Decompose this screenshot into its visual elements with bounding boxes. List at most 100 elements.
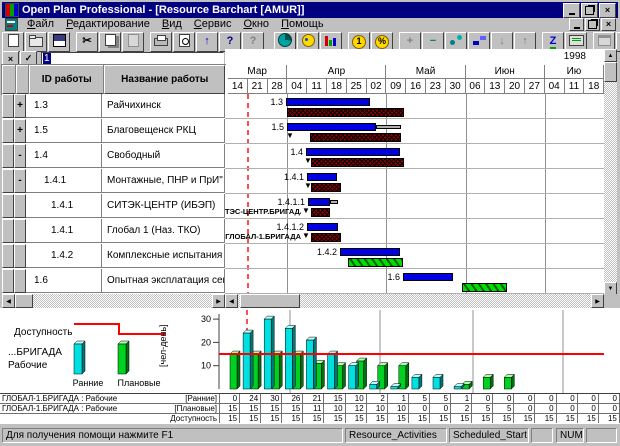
edit-cancel-button[interactable]: × (2, 51, 19, 66)
gantt-bar-baseline[interactable] (311, 233, 341, 242)
row-selector-cell[interactable] (2, 169, 14, 193)
resource-value-cell[interactable]: 0 (599, 404, 620, 413)
resource-value-cell[interactable]: 11 (303, 404, 325, 413)
copy-button[interactable] (99, 31, 121, 52)
new-document-button[interactable] (2, 31, 24, 52)
gantt-bar-early[interactable] (306, 148, 400, 156)
gantt-bar-early[interactable] (307, 223, 338, 231)
expand-toggle[interactable]: + (14, 94, 26, 118)
activity-name-cell[interactable]: Глобал 1 (Наз. ТКО) (102, 219, 225, 243)
resource-value-cell[interactable]: 21 (303, 394, 325, 403)
resource-value-cell[interactable]: 5 (493, 404, 515, 413)
row-selector-cell[interactable] (2, 94, 14, 118)
gantt-bar-baseline[interactable] (348, 258, 403, 267)
resource-value-cell[interactable]: 0 (578, 404, 599, 413)
percent-coin-button[interactable]: % (371, 31, 393, 52)
save-button[interactable] (48, 31, 70, 52)
activity-name-cell[interactable]: Комплексные испытания АО (102, 244, 225, 268)
resource-value-cell[interactable]: 15 (409, 414, 430, 423)
resource-value-cell[interactable]: 15 (261, 404, 283, 413)
resource-value-cell[interactable]: 0 (557, 394, 578, 403)
resource-value-cell[interactable]: 15 (388, 414, 409, 423)
link-activities-button[interactable] (445, 31, 467, 52)
resource-value-cell[interactable]: 15 (346, 414, 367, 423)
row-selector-cell[interactable] (2, 144, 14, 168)
child-restore-button[interactable] (585, 17, 600, 31)
resource-value-cell[interactable]: 0 (599, 394, 620, 403)
name-column-header[interactable]: Название работы (104, 65, 225, 94)
restore-button[interactable] (581, 2, 598, 18)
activity-row[interactable]: +1.5 Благовещенск РКЦ (2, 119, 225, 144)
app-icon[interactable] (5, 3, 19, 17)
activity-row[interactable]: 1.4.1 Глобал 1 (Наз. ТКО) (2, 219, 225, 244)
edit-input[interactable]: 1 (41, 52, 224, 65)
activity-row[interactable]: -1.4 Свободный (2, 144, 225, 169)
resource-value-cell[interactable]: 15 (282, 404, 304, 413)
child-minimize-button[interactable] (569, 17, 584, 31)
tile-window-button[interactable] (593, 31, 615, 52)
gantt-bar-early[interactable] (287, 123, 376, 131)
row-selector-cell[interactable] (2, 244, 14, 268)
gantt-bar-baseline[interactable] (311, 183, 341, 192)
expand-toggle[interactable] (14, 194, 26, 218)
chart-scroll-thumb[interactable] (240, 294, 300, 308)
activity-id-cell[interactable]: 1.4.2 (26, 244, 102, 268)
expand-toggle[interactable]: + (14, 119, 26, 143)
row-selector-cell[interactable] (2, 119, 14, 143)
activity-id-cell[interactable]: 1.4.1 (26, 219, 102, 243)
close-button[interactable]: × (599, 2, 616, 18)
resource-value-cell[interactable]: 15 (514, 414, 536, 423)
resource-value-cell[interactable]: 0 (514, 394, 536, 403)
gantt-bar-baseline[interactable] (462, 283, 507, 292)
menu-вид[interactable]: Вид (161, 18, 182, 30)
resource-value-cell[interactable]: 15 (472, 414, 494, 423)
resource-value-cell[interactable]: 5 (409, 394, 430, 403)
resource-value-cell[interactable]: 15 (493, 414, 515, 423)
child-window-icon[interactable] (5, 17, 18, 31)
resource-value-cell[interactable]: 26 (282, 394, 304, 403)
resource-value-cell[interactable]: 24 (240, 394, 262, 403)
activity-row[interactable]: -1.4.1 Монтажные, ПНР и ПрИ" (2, 169, 225, 194)
resource-value-cell[interactable]: 10 (367, 404, 388, 413)
resource-value-cell[interactable]: 30 (261, 394, 283, 403)
gantt-bar-baseline[interactable] (287, 108, 404, 117)
activity-name-cell[interactable]: СИТЭК-ЦЕНТР (ИБЭП) (102, 194, 225, 218)
resource-value-cell[interactable]: 15 (367, 414, 388, 423)
activity-name-cell[interactable]: Монтажные, ПНР и ПрИ" (102, 169, 225, 193)
table-scroll-left-button[interactable]: ◀ (2, 294, 15, 308)
menu-помощь[interactable]: Помощь (281, 18, 324, 30)
row-selector-cell[interactable] (2, 219, 14, 243)
resource-value-cell[interactable]: 15 (219, 414, 241, 423)
table-horizontal-scrollbar[interactable]: ◀ ▶ (2, 294, 225, 308)
activity-id-cell[interactable]: 1.3 (26, 94, 102, 118)
activity-name-cell[interactable]: Райчихинск (102, 94, 225, 118)
resource-value-cell[interactable]: 15 (240, 404, 262, 413)
resource-value-cell[interactable]: 15 (282, 414, 304, 423)
time-analysis-clock-button[interactable] (274, 31, 296, 52)
expand-toggle[interactable] (14, 219, 26, 243)
cascade-window-button[interactable] (616, 31, 620, 52)
resource-value-cell[interactable]: 15 (557, 414, 578, 423)
gantt-bar-early[interactable] (286, 98, 370, 106)
vertical-scroll-thumb[interactable] (604, 62, 617, 82)
activity-id-cell[interactable]: 1.4.1 (26, 169, 102, 193)
resource-value-cell[interactable]: 5 (430, 394, 452, 403)
resource-value-cell[interactable]: 2 (451, 404, 473, 413)
gantt-bar-baseline[interactable] (311, 208, 330, 217)
resource-value-cell[interactable]: 15 (325, 394, 346, 403)
gantt-bar-early[interactable] (403, 273, 453, 281)
gantt-bar-baseline[interactable] (310, 133, 401, 142)
activity-name-cell[interactable]: Опытная эксплатация сегмента (102, 269, 225, 293)
resource-value-cell[interactable]: 15 (451, 414, 473, 423)
resource-value-cell[interactable]: 0 (493, 394, 515, 403)
resource-value-cell[interactable]: 15 (219, 404, 241, 413)
activity-id-cell[interactable]: 1.6 (26, 269, 102, 293)
resource-value-cell[interactable]: 15 (536, 414, 557, 423)
resource-value-cell[interactable]: 0 (557, 404, 578, 413)
scroll-up-button[interactable]: ▲ (604, 49, 617, 62)
resource-value-cell[interactable]: 1 (451, 394, 473, 403)
minimize-button[interactable] (563, 2, 580, 18)
expand-toggle[interactable]: - (14, 144, 26, 168)
resource-value-cell[interactable]: 10 (346, 394, 367, 403)
